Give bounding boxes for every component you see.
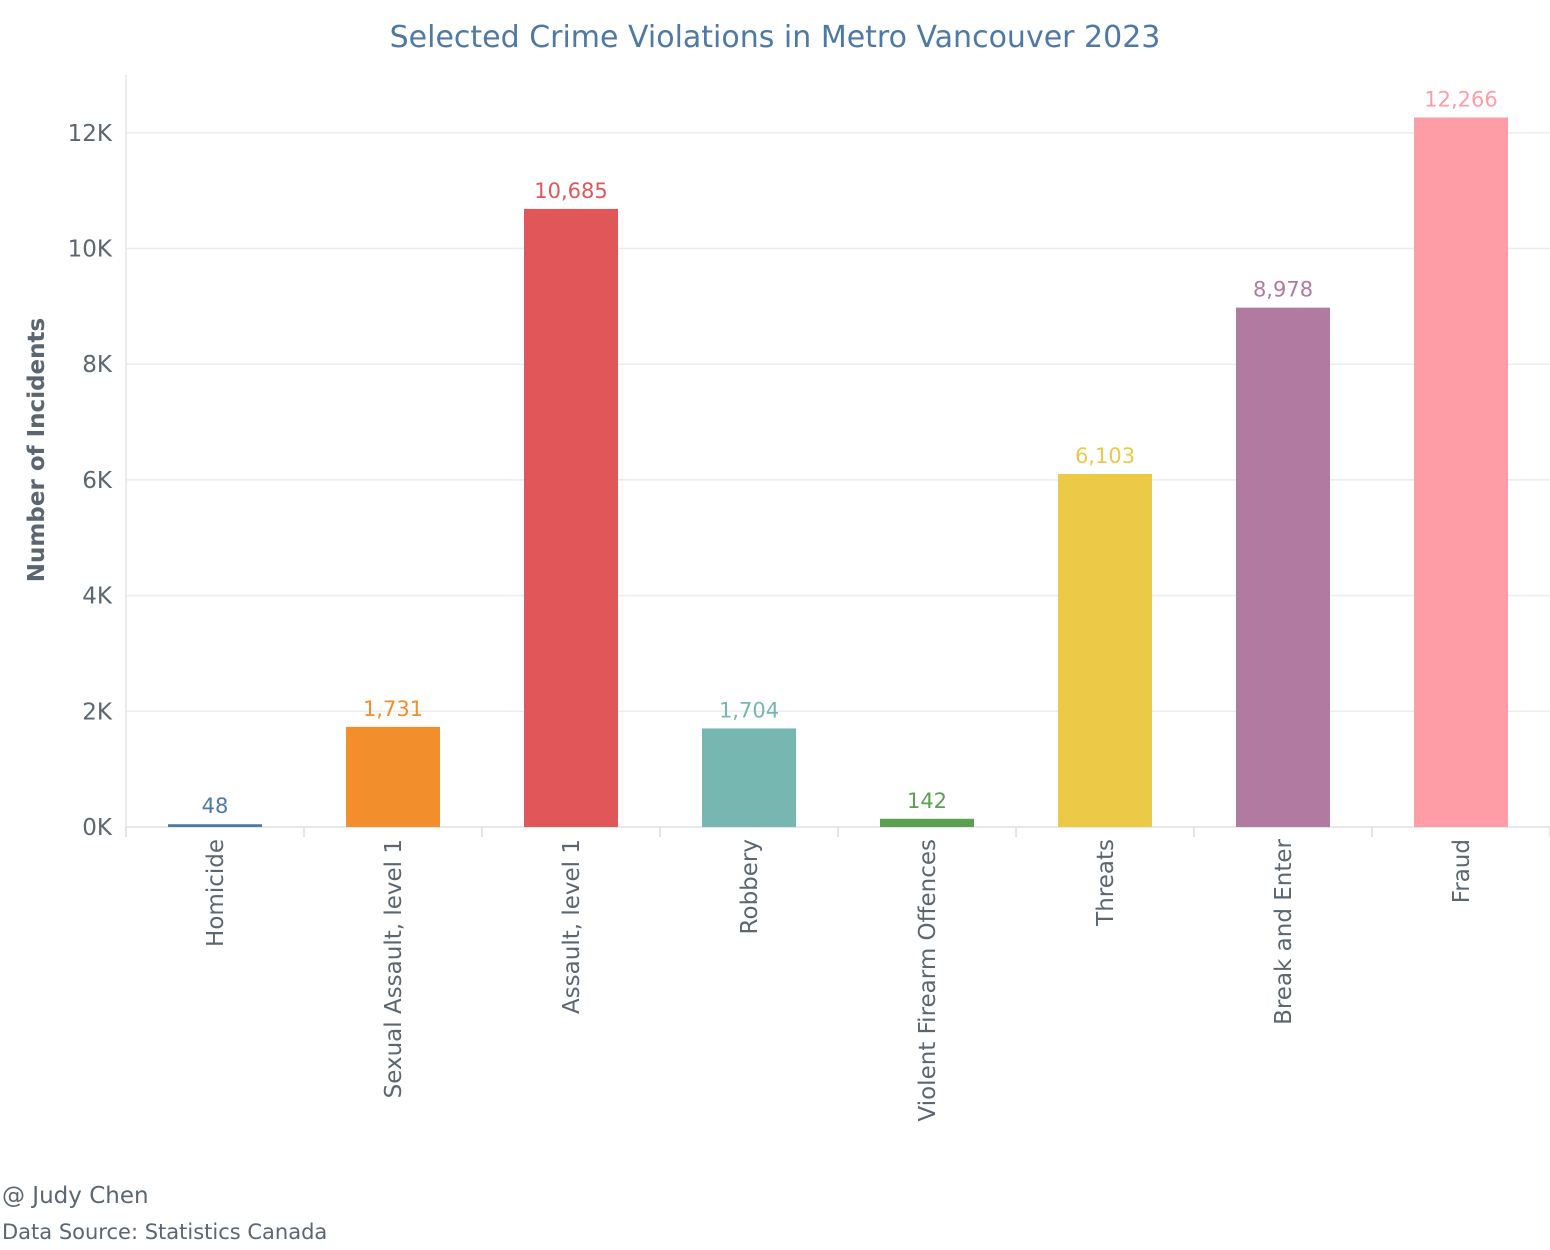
bar xyxy=(1414,117,1508,827)
bar xyxy=(880,818,974,827)
bar xyxy=(1058,473,1152,827)
data-label: 1,704 xyxy=(719,698,779,722)
bar xyxy=(168,824,262,827)
y-tick-label: 0K xyxy=(82,815,113,841)
y-tick-label: 4K xyxy=(82,584,113,610)
data-label: 12,266 xyxy=(1424,87,1497,111)
chart-title: Selected Crime Violations in Metro Vanco… xyxy=(390,20,1161,55)
x-tick-label: Threats xyxy=(1093,839,1119,927)
bar xyxy=(1236,307,1330,827)
data-labels: 48 1,731 10,685 1,704 142 6,103 8,978 12,266 xyxy=(202,87,1498,818)
axes xyxy=(125,75,1550,837)
x-tick-label: Homicide xyxy=(203,839,229,947)
x-tick-label: Fraud xyxy=(1449,839,1475,903)
y-axis-label: Number of Incidents xyxy=(24,318,50,582)
credit-source: Data Source: Statistics Canada xyxy=(2,1220,328,1244)
y-tick-label: 8K xyxy=(82,352,113,378)
bar xyxy=(524,208,618,828)
credit-author: @ Judy Chen xyxy=(2,1183,149,1209)
x-tick-label: Violent Firearm Offences xyxy=(915,839,941,1122)
x-tick-label: Robbery xyxy=(737,839,763,934)
x-tick-labels: Homicide Sexual Assault, level 1 Assault, … xyxy=(203,838,1475,1121)
x-tick-label: Assault, level 1 xyxy=(559,839,585,1014)
data-label: 10,685 xyxy=(534,179,607,203)
data-label: 48 xyxy=(202,794,229,818)
bars xyxy=(168,117,1508,828)
bar-chart: Selected Crime Violations in Metro Vanco… xyxy=(24,20,1550,1122)
y-tick-label: 6K xyxy=(82,468,113,494)
y-tick-label: 12K xyxy=(68,121,113,147)
data-label: 1,731 xyxy=(363,697,423,721)
x-tick-label: Break and Enter xyxy=(1271,838,1297,1024)
bar xyxy=(702,728,796,827)
y-tick-label: 10K xyxy=(68,237,113,263)
y-tick-labels: 0K 2K 4K 6K 8K 10K 12K xyxy=(68,121,113,841)
data-label: 8,978 xyxy=(1253,278,1313,302)
data-label: 6,103 xyxy=(1075,444,1135,468)
data-label: 142 xyxy=(907,789,947,813)
bar xyxy=(346,726,440,827)
y-tick-label: 2K xyxy=(82,699,113,725)
gridlines xyxy=(126,132,1550,713)
x-tick-label: Sexual Assault, level 1 xyxy=(381,839,407,1098)
